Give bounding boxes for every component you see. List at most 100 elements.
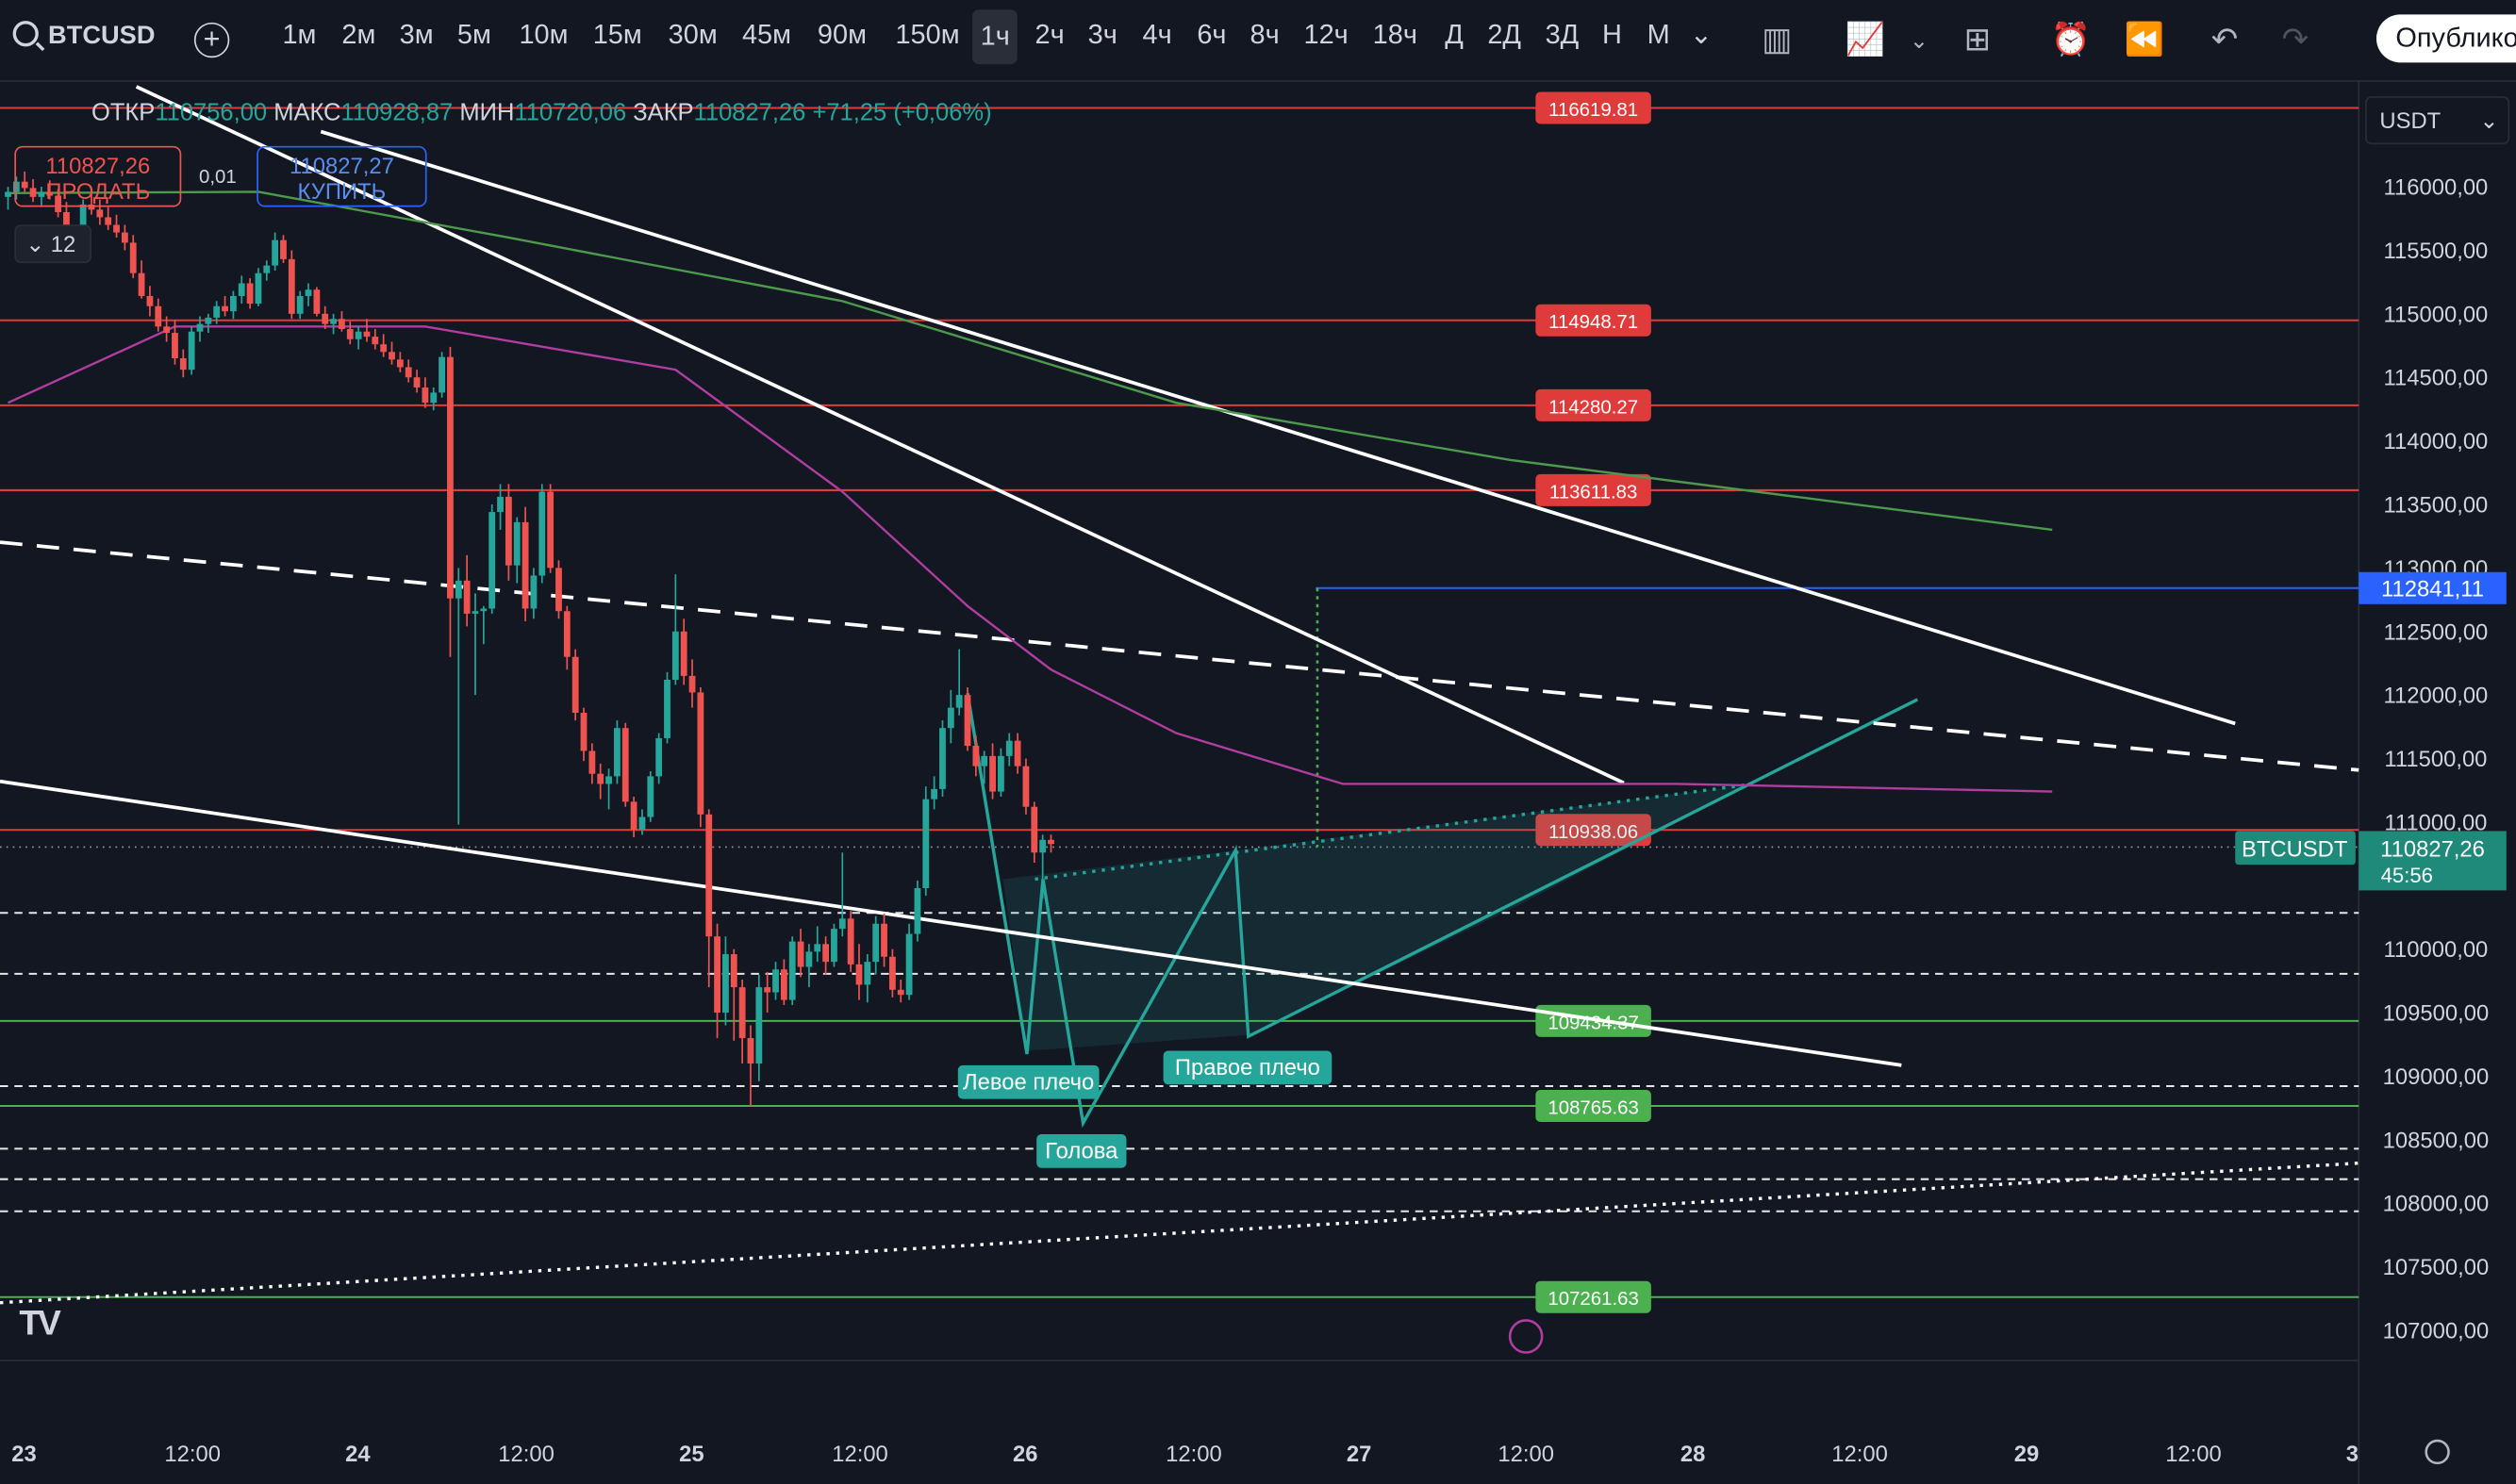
pattern-label-bg-1 <box>1036 1134 1127 1168</box>
timeframe-dropdown-icon[interactable]: ⌄ <box>1689 19 1713 50</box>
timeframe-4[interactable]: 10м <box>519 19 569 50</box>
indicators-dropdown-icon[interactable]: ⌄ <box>1909 26 1928 54</box>
candle-body-123 <box>1031 806 1038 853</box>
currency-select[interactable]: USDT ⌄ <box>2365 96 2510 145</box>
candle-body-16 <box>138 272 145 296</box>
blue-price-label: 112841,11 <box>2381 576 2484 602</box>
timeframe-12[interactable]: 3ч <box>1087 19 1117 50</box>
ma-green <box>8 190 2053 532</box>
time-tick-12: 29 <box>2014 1442 2039 1467</box>
timeframe-20[interactable]: 3Д <box>1545 19 1580 50</box>
buy-label: КУПИТЬ <box>297 177 387 205</box>
timeframe-5[interactable]: 15м <box>592 19 642 50</box>
level-badge-3 <box>1535 473 1651 506</box>
time-tick-14: 3 <box>2346 1442 2359 1467</box>
candle-body-120 <box>1005 740 1013 756</box>
head-shoulders-pattern <box>966 692 1919 1129</box>
timeframe-9[interactable]: 150м <box>895 19 960 50</box>
timeframe-15[interactable]: 8ч <box>1250 19 1280 50</box>
candle-body-115 <box>964 695 971 747</box>
level-badge-0 <box>1535 91 1651 124</box>
candle-body-32 <box>272 239 279 266</box>
level-label-3: 113611.83 <box>1549 482 1637 503</box>
buy-button[interactable]: 110827,27 КУПИТЬ <box>257 145 427 207</box>
candle-body-121 <box>1014 740 1021 767</box>
timeframe-0[interactable]: 1м <box>282 19 317 50</box>
quantity-selector[interactable]: ⌄ 12 <box>14 224 91 264</box>
time-tick-1: 12:00 <box>164 1442 221 1467</box>
price-tick-11: 110000,00 <box>2384 937 2489 963</box>
timeframe-7[interactable]: 45м <box>741 19 792 50</box>
timeframe-1[interactable]: 2м <box>341 19 376 50</box>
timeframe-21[interactable]: Н <box>1601 19 1622 50</box>
pattern-label-bg-2 <box>1163 1050 1332 1085</box>
timeframe-16[interactable]: 12ч <box>1303 19 1349 50</box>
pattern-label-0: Левое плечо <box>963 1069 1094 1095</box>
candle-body-96 <box>805 951 813 967</box>
price-tick-15: 108000,00 <box>2383 1192 2490 1217</box>
dotted-trendline <box>0 1161 2359 1305</box>
level-label-6: 108765.63 <box>1548 1098 1638 1119</box>
level-label-4: 110938.06 <box>1548 822 1638 843</box>
change-value: +71,25 (+0,06%) <box>812 99 992 127</box>
level-badge-4 <box>1535 814 1651 847</box>
pattern-area <box>1002 784 1749 1051</box>
candle-body-116 <box>972 746 980 767</box>
publish-button[interactable]: Опубликовать <box>2375 14 2516 63</box>
candle-body-89 <box>747 1038 754 1064</box>
candle-body-113 <box>947 707 954 729</box>
symbol-tag <box>2235 831 2356 866</box>
time-tick-2: 24 <box>345 1442 371 1467</box>
symbol-search[interactable]: BTCUSD <box>12 21 156 51</box>
timeframe-3[interactable]: 5м <box>456 19 491 50</box>
trendline-2 <box>320 129 2236 726</box>
price-tick-2: 115000,00 <box>2384 302 2489 327</box>
timeframe-8[interactable]: 90м <box>817 19 868 50</box>
candle-body-59 <box>497 496 504 513</box>
sell-button[interactable]: 110827,26 ПРОДАТЬ <box>14 145 182 207</box>
templates-grid-icon[interactable]: ⊞ <box>1963 22 1992 58</box>
time-tick-9: 12:00 <box>1498 1442 1554 1467</box>
alert-clock-icon[interactable]: ⏰ <box>2050 22 2091 58</box>
candle-body-76 <box>638 816 646 830</box>
candle-body-55 <box>463 580 471 614</box>
compare-add-button[interactable]: + <box>193 22 230 58</box>
timeframe-6[interactable]: 30м <box>668 19 718 50</box>
level-label-1: 114948.71 <box>1548 312 1638 333</box>
candle-body-117 <box>981 755 988 767</box>
time-axis-bg <box>0 1360 2516 1484</box>
price-chart[interactable]: 116619.81 114948.71 114280.27 113611.83 1109… <box>0 80 2516 1484</box>
timeframe-11[interactable]: 2ч <box>1035 19 1065 50</box>
timeframe-18[interactable]: Д <box>1445 19 1464 50</box>
price-tick-7: 112500,00 <box>2384 619 2489 645</box>
symbol-label: BTCUSD <box>48 22 156 50</box>
candle-body-47 <box>396 359 404 368</box>
candle-body-102 <box>855 964 863 985</box>
candle-body-73 <box>614 728 621 777</box>
candle-body-61 <box>513 521 521 566</box>
candle-body-24 <box>205 317 212 324</box>
timeframe-10[interactable]: 1ч <box>972 9 1018 65</box>
candle-body-42 <box>355 331 362 339</box>
timeframe-13[interactable]: 4ч <box>1142 19 1172 50</box>
price-tick-17: 107000,00 <box>2383 1318 2490 1344</box>
timeframe-22[interactable]: М <box>1647 19 1670 50</box>
undo-icon[interactable]: ↶ <box>2210 22 2239 58</box>
dashed-trendline <box>0 540 2359 772</box>
level-label-7: 107261.63 <box>1548 1289 1638 1310</box>
candle-type-icon[interactable]: ▥ <box>1762 22 1793 58</box>
spread-value: 0,01 <box>198 165 237 189</box>
candle-body-18 <box>155 305 162 327</box>
candle-body-60 <box>505 496 512 566</box>
candle-body-90 <box>755 987 763 1064</box>
time-tick-10: 28 <box>1680 1442 1705 1467</box>
timeframe-2[interactable]: 3м <box>399 19 434 50</box>
timeframe-17[interactable]: 18ч <box>1372 19 1417 50</box>
timeframe-19[interactable]: 2Д <box>1487 19 1521 50</box>
candle-body-45 <box>380 344 388 353</box>
redo-icon[interactable]: ↷ <box>2281 22 2309 58</box>
indicators-icon[interactable]: 📈 <box>1845 22 1886 58</box>
replay-icon[interactable]: ⏪ <box>2124 22 2165 58</box>
candle-body-65 <box>547 491 555 569</box>
timeframe-14[interactable]: 6ч <box>1197 19 1227 50</box>
